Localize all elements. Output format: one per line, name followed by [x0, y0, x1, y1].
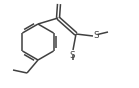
- Text: O: O: [56, 0, 62, 1]
- Text: S: S: [94, 31, 99, 40]
- Text: S: S: [69, 51, 75, 59]
